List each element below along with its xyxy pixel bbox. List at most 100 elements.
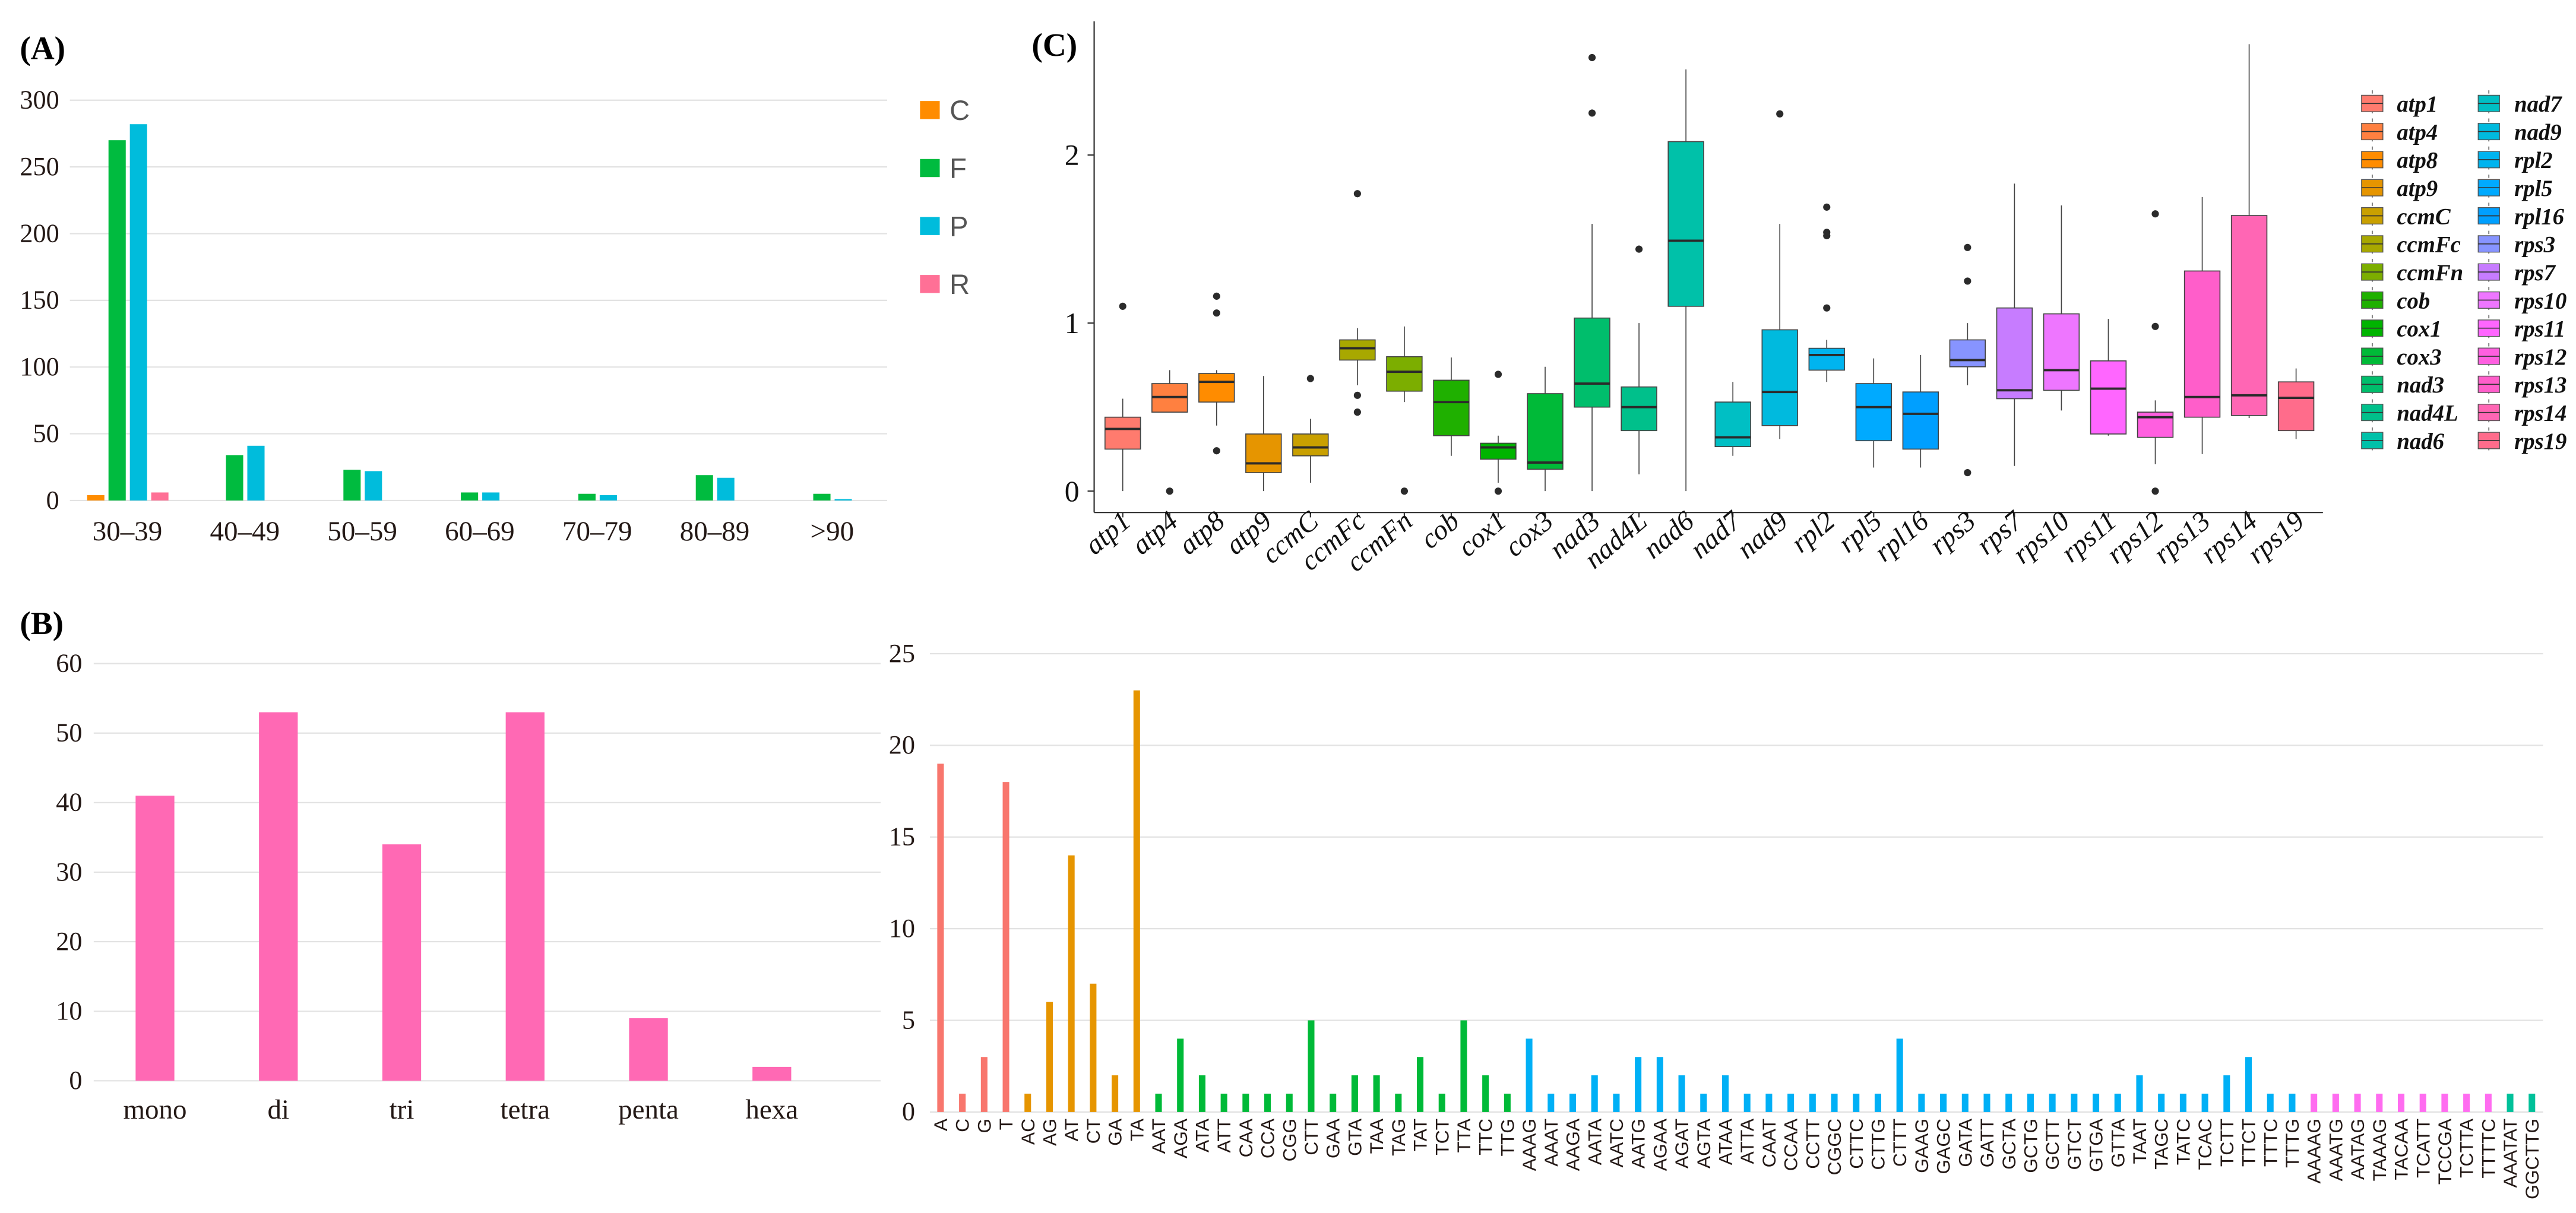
bar-ATAA (1721, 1075, 1729, 1112)
bar-AGAA (1656, 1057, 1663, 1112)
bar-F (108, 140, 126, 501)
bar-A (937, 764, 944, 1112)
box (1855, 383, 1892, 442)
bar-ATA (1198, 1075, 1205, 1112)
outlier-point (1964, 243, 1971, 251)
bar-AT (1068, 855, 1075, 1112)
legend-label: cox1 (2397, 316, 2441, 342)
box-rps7 (1996, 183, 2033, 466)
outlier-point (1823, 232, 1831, 240)
x-tick-label: CCAA (1780, 1118, 1802, 1171)
bar-CTTT (1896, 1038, 1903, 1112)
bar-AAAAG (2311, 1093, 2318, 1112)
x-tick-label: penta (618, 1094, 679, 1125)
legend-label: cob (2397, 288, 2430, 313)
legend-swatch (920, 159, 940, 178)
legend-item: rps10 (2477, 287, 2566, 313)
box-rps3 (1949, 243, 1986, 477)
bar-ATT (1220, 1093, 1227, 1112)
bar-CTTC (1853, 1093, 1860, 1112)
x-tick-label: CGGC (1824, 1119, 1845, 1175)
box (2137, 411, 2174, 438)
legend-label: F (950, 153, 967, 184)
x-tick-label: TTC (1475, 1119, 1496, 1155)
legend-label: rps3 (2514, 232, 2555, 258)
y-tick-label: 40 (56, 788, 82, 817)
x-tick-label: AATAG (2347, 1119, 2368, 1180)
legend-item: nad4L (2361, 399, 2458, 426)
bar-TACAA (2397, 1093, 2405, 1112)
y-tick-label: 15 (889, 822, 915, 851)
x-tick-label: AATA (1584, 1118, 1605, 1165)
bar-TAAAG (2376, 1093, 2383, 1112)
legend-item: rps12 (2477, 343, 2566, 370)
x-tick-label: G (973, 1119, 995, 1133)
outlier-point (2151, 322, 2159, 330)
y-tick-label: 50 (56, 718, 82, 748)
box-nad9 (1761, 110, 1798, 439)
x-tick-label: AAAT (1540, 1119, 1562, 1167)
outlier-point (1776, 110, 1784, 118)
bar-AGTA (1700, 1093, 1707, 1112)
legend-label: atp8 (2397, 148, 2438, 173)
box-ccmFc (1339, 190, 1376, 416)
box (1621, 386, 1657, 432)
box (1339, 339, 1376, 361)
y-tick-label: 250 (20, 152, 59, 181)
y-tick-label: 0 (46, 486, 59, 515)
bar-R (151, 492, 169, 501)
box (1245, 433, 1282, 473)
bar-AGA (1177, 1038, 1184, 1112)
bar-GA (1112, 1075, 1119, 1112)
legend-item: cox1 (2361, 315, 2442, 342)
outlier-point (1353, 190, 1361, 198)
bar-GATT (1983, 1093, 1990, 1112)
box (1574, 317, 1610, 408)
x-tick-label: AG (1039, 1119, 1061, 1146)
bar-GCTA (2005, 1093, 2012, 1112)
x-tick-label: TCT (1431, 1119, 1452, 1155)
bar-F (343, 470, 361, 501)
outlier-point (1964, 468, 1971, 477)
x-tick-label: AAAG (1518, 1119, 1540, 1171)
box (2277, 381, 2315, 432)
legend-item: atp1 (2361, 90, 2438, 117)
box-nad7 (1714, 382, 1751, 456)
outlier-point (1400, 487, 1409, 495)
x-tick-label: CAAT (1758, 1119, 1780, 1167)
x-tick-label: GTCT (2064, 1119, 2085, 1170)
legend-item: ccmFc (2361, 230, 2461, 258)
bar-TCTTA (2463, 1093, 2470, 1112)
bar-TCT (1438, 1093, 1445, 1112)
x-tick-label: CTTT (1889, 1119, 1910, 1167)
x-tick-label: mono (123, 1094, 186, 1125)
x-tick-label: GTA (1344, 1118, 1365, 1156)
box (1996, 307, 2033, 400)
x-tick-label: AGA (1170, 1118, 1191, 1158)
y-tick-label: 0 (902, 1097, 915, 1126)
outlier-point (2151, 487, 2159, 495)
y-tick-label: 150 (20, 286, 59, 315)
x-tick-label: C (952, 1119, 973, 1132)
x-tick-label: atp4 (1126, 505, 1183, 561)
bar-AAGA (1569, 1093, 1577, 1112)
y-tick-label: 10 (889, 914, 915, 943)
x-tick-label: atp1 (1079, 505, 1137, 561)
panel-c-boxplot-chart: (C)012atp1atp1atp4atp4atp8atp8atp9atp9cc… (1031, 21, 2566, 578)
bar-AATAG (2354, 1093, 2361, 1112)
bar-TA (1133, 690, 1140, 1112)
legend-item: cox3 (2361, 343, 2442, 370)
box-rpl2 (1808, 203, 1845, 382)
bar-ATTA (1743, 1093, 1751, 1112)
x-tick-label: TTCT (2238, 1119, 2259, 1167)
bar-GAA (1330, 1093, 1337, 1112)
legend-item: nad9 (2477, 118, 2562, 145)
bar-GCTT (2049, 1093, 2056, 1112)
x-tick-label: GATA (1954, 1118, 1976, 1167)
x-tick-label: AATC (1606, 1119, 1627, 1167)
legend-item: atp4 (2361, 118, 2438, 145)
legend-item: atp8 (2361, 146, 2438, 173)
legend-label: rpl2 (2514, 148, 2553, 173)
bar-CAAT (1765, 1093, 1773, 1112)
x-tick-label: AATG (1628, 1119, 1649, 1168)
